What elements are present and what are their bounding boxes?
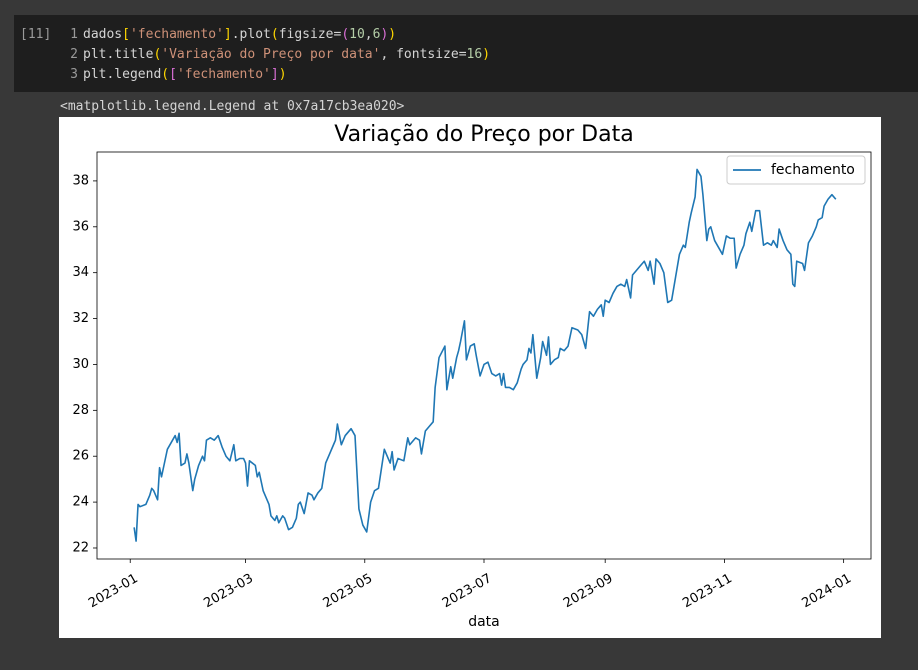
- code-cell[interactable]: [11] 1 dados['fechamento'].plot(figsize=(…: [14, 15, 918, 92]
- y-tick-label: 32: [72, 311, 89, 326]
- chart: Variação do Preço por Data data 22 24 26 28…: [59, 117, 881, 638]
- y-tick-label: 24: [72, 495, 89, 510]
- code-token: 6: [372, 27, 381, 42]
- code-token: plt.legend: [83, 67, 162, 82]
- code-token: ): [380, 27, 389, 42]
- x-tick-label: 2023-03: [201, 571, 256, 611]
- legend-label: fechamento: [771, 162, 855, 178]
- cell-output: <matplotlib.legend.Legend at 0x7a17cb3ea…: [60, 99, 405, 114]
- code-token: (: [341, 27, 350, 42]
- code-token: 'fechamento': [129, 27, 224, 42]
- code-editor[interactable]: 1 dados['fechamento'].plot(figsize=(10,6)…: [62, 25, 490, 85]
- code-token: ]: [270, 67, 279, 82]
- code-token: ): [482, 47, 491, 62]
- y-tick-label: 30: [72, 357, 89, 372]
- x-tick-label: 2023-05: [321, 571, 376, 611]
- code-token: dados: [83, 27, 123, 42]
- code-token: ): [278, 67, 287, 82]
- line-number: 2: [70, 47, 78, 62]
- code-token: 10: [349, 27, 365, 42]
- line-number: 3: [70, 67, 78, 82]
- x-tick-label: 2023-07: [440, 571, 495, 611]
- chart-title: Variação do Preço por Data: [334, 122, 633, 147]
- code-token: [: [169, 67, 177, 82]
- code-token: figsize=: [278, 27, 342, 42]
- line-number: 1: [70, 27, 78, 42]
- x-axis-label: data: [468, 614, 500, 630]
- y-tick-label: 38: [72, 173, 89, 188]
- code-token: 16: [466, 47, 483, 62]
- x-tick-label: 2023-01: [86, 571, 141, 611]
- code-token: ): [388, 27, 397, 42]
- code-line: 2 plt.title('Variação do Preço por data',…: [62, 45, 490, 65]
- code-token: ]: [223, 27, 232, 42]
- line: [133, 168, 837, 542]
- code-token: 'fechamento': [176, 67, 271, 82]
- code-token: [: [122, 27, 130, 42]
- x-tick-label: 2023-09: [561, 571, 616, 611]
- code-token: (: [161, 67, 170, 82]
- code-token: plt.title: [83, 47, 154, 62]
- plot-frame: [96, 151, 872, 560]
- x-tick-label: 2024-01: [799, 571, 854, 611]
- execution-count: [11]: [20, 27, 52, 42]
- legend-box: [726, 155, 866, 185]
- code-token: ,: [364, 27, 373, 42]
- code-token: (: [153, 47, 162, 62]
- code-line: 1 dados['fechamento'].plot(figsize=(10,6)…: [62, 25, 490, 45]
- x-tick-label: 2023-11: [680, 571, 735, 611]
- y-tick-label: 28: [72, 403, 89, 418]
- code-token: (: [270, 27, 279, 42]
- y-tick-label: 36: [72, 219, 89, 234]
- code-line: 3 plt.legend(['fechamento']): [62, 65, 490, 85]
- y-tick-label: 34: [72, 265, 89, 280]
- code-token: 'Variação do Preço por data': [161, 47, 381, 62]
- code-token: , fontsize=: [380, 47, 467, 62]
- y-tick-label: 22: [72, 540, 89, 555]
- code-token: .plot: [231, 27, 271, 42]
- y-tick-label: 26: [72, 449, 89, 464]
